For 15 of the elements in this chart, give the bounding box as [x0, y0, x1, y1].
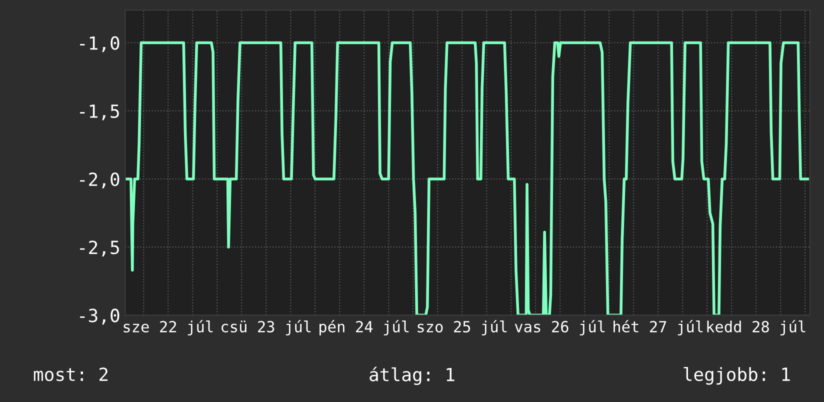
y-tick-label: -2,5 [80, 240, 119, 256]
y-tick-label: -2,0 [80, 172, 120, 188]
text: legjobb: 1 [684, 367, 790, 385]
y-tick-label: -1,0 [80, 36, 120, 52]
x-tick-label: csü 23 júl [222, 320, 311, 336]
y-tick-label: -1,5 [80, 104, 119, 120]
x-tick-label: hét 27 júl [614, 320, 703, 336]
x-tick-label: pén 24 júl [320, 320, 409, 336]
x-tick-label: vas 26 júl [514, 320, 605, 336]
y-tick-label: -3,0 [80, 308, 120, 325]
x-tick-label: szo 25 júl [418, 320, 507, 336]
x-tick-label: sze 22 júl [124, 320, 213, 336]
x-tick-label: kedd 28 júl [707, 320, 806, 336]
text: átlag: 1 [370, 366, 454, 386]
text: most: 2 [34, 368, 108, 382]
